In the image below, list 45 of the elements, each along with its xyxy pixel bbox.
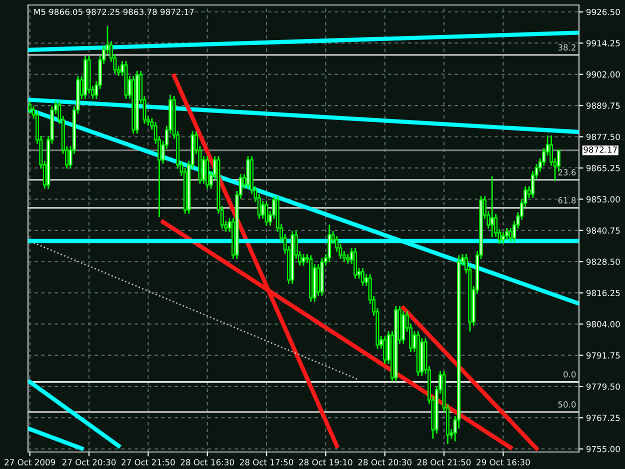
x-tick-label: 27 Oct 21:50 <box>122 459 175 466</box>
candlestick <box>501 231 505 244</box>
annotation: 61.8 <box>558 197 576 204</box>
x-tick-label: 27 Oct 2009 <box>4 459 56 466</box>
y-tick-label: 9926.50 <box>586 8 620 16</box>
chart-title: M5 9866.05 9872.25 9863.78 9872.17 <box>34 8 194 16</box>
candlestick <box>354 247 358 280</box>
candlestick <box>328 224 332 262</box>
y-tick-label: 9853.00 <box>586 196 620 202</box>
candlestick <box>383 335 387 365</box>
y-tick-label: 9840.75 <box>586 227 620 234</box>
annotation: 0.0 <box>564 371 576 378</box>
y-tick-label: 9816.25 <box>586 290 620 296</box>
y-tick-label: 9828.50 <box>586 258 620 265</box>
candlestick <box>261 200 265 220</box>
y-tick-label: 9779.50 <box>586 383 620 390</box>
y-tick-label: 9791.75 <box>586 352 620 359</box>
candlestick <box>28 100 32 115</box>
candlestick <box>264 200 268 226</box>
annotation: 38.2 <box>558 44 576 51</box>
y-tick-label: 9877.50 <box>586 134 620 140</box>
annotation: 50.0 <box>558 401 576 408</box>
candlestick <box>360 267 364 287</box>
y-tick-label: 9767.25 <box>586 414 620 422</box>
x-tick-label: 28 Oct 19:10 <box>299 459 352 466</box>
y-tick-label: 9755.00 <box>586 446 620 452</box>
candlestick <box>508 227 512 242</box>
candlestick <box>302 253 306 266</box>
x-tick-label: 28 Oct 17:50 <box>240 459 294 466</box>
candlestick <box>316 263 320 296</box>
y-tick-label: 9865.25 <box>586 164 620 172</box>
y-tick-label: 9804.00 <box>586 321 620 328</box>
x-tick-label: 27 Oct 20:30 <box>62 459 116 466</box>
y-tick-label: 9914.25 <box>586 40 620 46</box>
candlestick <box>505 227 509 240</box>
x-tick-label: 28 Oct 21:50 <box>417 459 471 466</box>
x-tick-label: 29 Oct 16:30 <box>476 459 530 466</box>
y-tick-label: 9889.75 <box>586 102 620 109</box>
x-tick-label: 28 Oct 20:30 <box>358 459 412 466</box>
ref-line-label: 9872.17 <box>584 146 617 153</box>
candlestick <box>346 253 350 264</box>
y-tick-label: 9902.00 <box>586 71 620 78</box>
x-tick-label: 28 Oct 16:30 <box>180 459 234 466</box>
candlestick <box>490 176 494 238</box>
annotation: 23.6 <box>558 169 576 176</box>
